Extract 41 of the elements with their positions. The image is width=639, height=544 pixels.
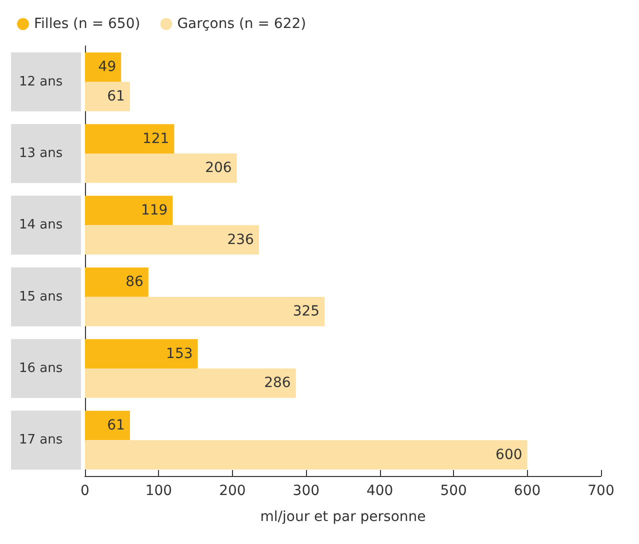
bar xyxy=(85,154,237,183)
bar xyxy=(85,124,174,154)
y-tick-label: 14 ans xyxy=(19,218,63,233)
bar xyxy=(85,440,528,470)
x-axis-title: ml/jour et par personne xyxy=(260,509,426,525)
x-tick-label: 100 xyxy=(145,483,172,499)
x-tick-label: 500 xyxy=(440,483,467,499)
data-label: 153 xyxy=(166,346,193,362)
data-label: 325 xyxy=(292,304,320,320)
y-tick-label: 17 ans xyxy=(19,432,63,448)
legend-label: Garçons (n = 622) xyxy=(177,16,306,32)
bar xyxy=(85,410,130,440)
data-label: 119 xyxy=(140,202,168,218)
legend-label: Filles (n = 650) xyxy=(34,16,140,32)
data-label: 86 xyxy=(126,274,144,290)
bar xyxy=(85,196,173,226)
data-label: 121 xyxy=(142,130,170,147)
x-tick-label: 0 xyxy=(80,483,90,499)
x-tick-label: 600 xyxy=(514,483,541,499)
bar xyxy=(85,267,148,297)
bar xyxy=(85,368,296,398)
data-label: 206 xyxy=(205,160,232,176)
data-label: 61 xyxy=(107,417,125,434)
data-label: 49 xyxy=(98,59,116,76)
bar xyxy=(85,339,198,368)
x-tick-label: 200 xyxy=(219,483,246,499)
x-tick-label: 700 xyxy=(588,483,614,499)
y-tick-label: 15 ans xyxy=(19,289,63,304)
data-label: 286 xyxy=(264,375,291,392)
bar xyxy=(85,82,130,112)
data-label: 236 xyxy=(227,232,254,248)
y-tick-label: 13 ans xyxy=(19,146,63,161)
y-tick-label: 16 ans xyxy=(19,361,63,376)
data-label: 61 xyxy=(107,88,125,105)
bar xyxy=(85,52,122,82)
bar xyxy=(85,225,259,255)
y-tick-label: 12 ans xyxy=(19,74,63,90)
data-label: 600 xyxy=(496,446,522,463)
x-tick-label: 400 xyxy=(366,483,394,499)
x-tick-label: 300 xyxy=(292,483,320,499)
bar xyxy=(85,296,325,326)
